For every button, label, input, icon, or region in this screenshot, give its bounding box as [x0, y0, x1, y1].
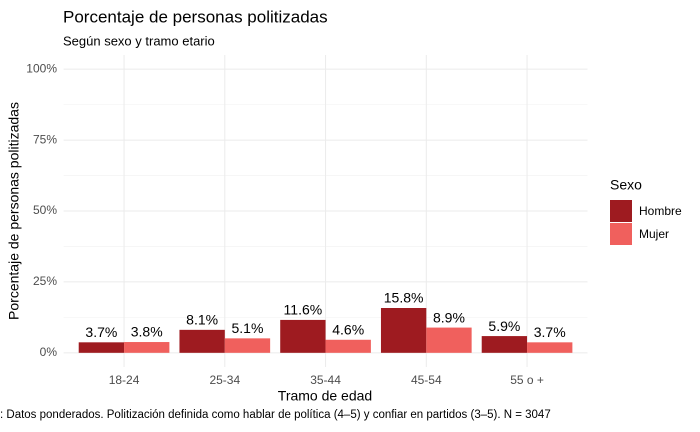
value-label: 11.6% [284, 302, 323, 318]
x-axis-title: Tramo de edad [278, 388, 372, 404]
x-tick-label: 25-34 [209, 373, 240, 387]
x-tick-label: 18-24 [109, 373, 140, 387]
caption: : Datos ponderados. Politización definid… [0, 409, 551, 421]
bar [78, 342, 125, 353]
bar [481, 336, 528, 353]
bar [224, 338, 271, 353]
value-label: 5.9% [488, 318, 520, 334]
value-label: 5.1% [232, 320, 264, 336]
bar [280, 319, 326, 353]
bar [124, 342, 170, 353]
legend-label: Mujer [639, 227, 669, 241]
value-label: 8.1% [186, 312, 218, 328]
y-tick-label: 100% [26, 61, 57, 75]
y-axis-title: Porcentaje de personas politizadas [6, 102, 22, 320]
legend-key [610, 223, 632, 245]
y-tick-label: 0% [40, 345, 58, 359]
x-tick-label: 35-44 [310, 373, 341, 387]
y-tick-label: 25% [33, 274, 57, 288]
value-label: 4.6% [332, 321, 364, 337]
legend-key [610, 200, 632, 222]
value-label: 15.8% [384, 290, 424, 306]
x-tick-label: 55 o + [510, 373, 544, 387]
bar [179, 329, 225, 353]
bar [325, 339, 371, 353]
bar [527, 342, 573, 353]
bar [426, 327, 472, 353]
legend-label: Hombre [639, 204, 682, 218]
value-label: 3.7% [85, 324, 117, 340]
chart-title: Porcentaje de personas politizadas [63, 7, 328, 26]
y-tick-label: 50% [33, 203, 57, 217]
y-tick-label: 75% [33, 132, 57, 146]
value-label: 3.8% [131, 324, 163, 340]
x-tick-label: 45-54 [411, 373, 442, 387]
chart-subtitle: Según sexo y tramo etario [63, 33, 215, 48]
bar [380, 308, 427, 353]
value-label: 8.9% [433, 309, 465, 325]
value-label: 3.7% [534, 324, 566, 340]
legend-title: Sexo [610, 177, 642, 193]
